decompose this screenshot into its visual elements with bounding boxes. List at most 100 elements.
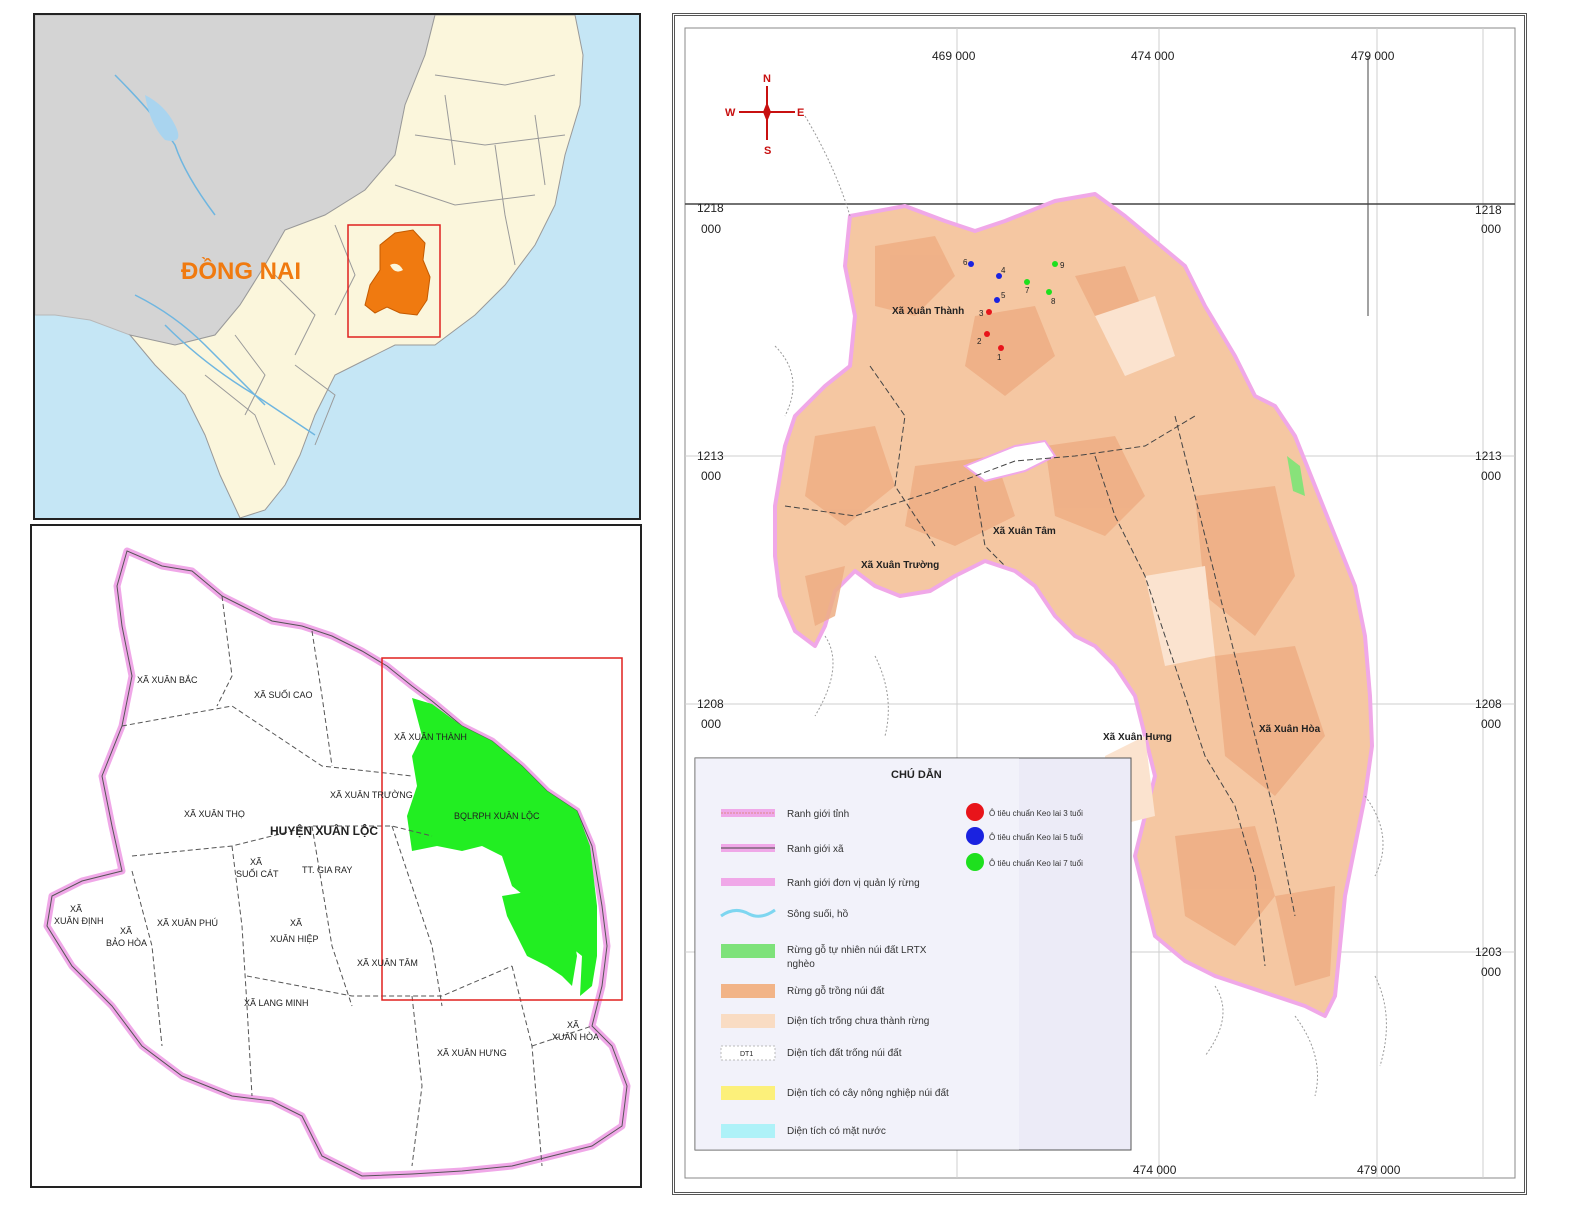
- legend-title: CHÚ DẪN: [891, 768, 942, 781]
- plot-number: 5: [1001, 291, 1006, 300]
- legend-item: Ranh giới đơn vị quản lý rừng: [787, 878, 920, 889]
- compass-e: E: [797, 107, 804, 119]
- commune-label: XUÂN HÒA: [552, 1032, 599, 1042]
- commune-label: TT. GIA RAY: [302, 865, 352, 875]
- swatch-bare-land: [720, 1045, 776, 1061]
- district-label: HUYỆN XUÂN LỘC: [270, 823, 378, 838]
- plot-marker-green: [1024, 279, 1030, 285]
- compass-w: W: [725, 107, 736, 119]
- plot-number: 8: [1051, 297, 1056, 306]
- dong-nai-province: [364, 229, 431, 316]
- swatch-river: [720, 908, 776, 918]
- plot-number: 3: [979, 309, 984, 318]
- grid-y-label: 1203: [1475, 945, 1502, 959]
- grid-x-label: 479 000: [1351, 49, 1395, 63]
- grid-y-label: 000: [1481, 469, 1501, 483]
- grid-y-label: 000: [1481, 222, 1501, 236]
- swatch-agriculture: [721, 1086, 775, 1100]
- sample-plots: 6 4 5 2 3 1 7 8 9: [963, 258, 1065, 362]
- lake: [145, 95, 179, 141]
- study-region: [773, 192, 1374, 1018]
- swatch-planted-forest: [721, 984, 775, 998]
- province-boundaries: [204, 74, 566, 466]
- commune-labels: XÃ XUÂN BẮC XÃ SUỐI CAO XÃ XUÂN THÀNH XÃ…: [54, 675, 599, 1058]
- commune-label: XÃ XUÂN TRƯỜNG: [330, 790, 413, 800]
- commune-label: XÃ: [567, 1020, 579, 1030]
- grid-y-label: 1213: [1475, 449, 1502, 463]
- plot-marker-blue: [968, 261, 974, 267]
- commune-label: XUÂN HIỆP: [270, 934, 319, 944]
- grid-y-label: 1208: [1475, 697, 1502, 711]
- commune-label: XÃ XUÂN TÂM: [357, 958, 418, 968]
- rivers: [114, 74, 316, 436]
- plot-number: 9: [1060, 261, 1065, 270]
- locator-map: ĐỒNG NAI: [35, 15, 584, 518]
- swatch-natural-forest: [721, 944, 775, 958]
- commune-label: XÃ XUÂN HƯNG: [437, 1048, 507, 1058]
- legend-left-items: Ranh giới tỉnh Ranh giới xã Ranh giới đơ…: [787, 808, 949, 1137]
- plot-marker-red: [984, 331, 990, 337]
- legend-plot-label: Ô tiêu chuẩn Keo lai 5 tuổi: [989, 833, 1083, 842]
- vietnam-south-land: [128, 15, 584, 518]
- commune-label: XÃ: [70, 904, 82, 914]
- legend-item: Diện tích có cây nông nghiệp núi đất: [787, 1087, 949, 1099]
- legend-dot-green: [966, 853, 984, 871]
- grid-y-label: 1218: [697, 201, 724, 215]
- grid-y-label: 1208: [697, 697, 724, 711]
- grid-x-label: 469 000: [932, 49, 976, 63]
- commune-label: XÃ XUÂN THỌ: [184, 809, 245, 819]
- commune-boundaries: [121, 595, 593, 1167]
- commune-label: Xã Xuân Tâm: [993, 526, 1056, 537]
- plot-marker-blue: [996, 273, 1002, 279]
- natural-forest-patch: [1287, 456, 1305, 496]
- grid-labels: 469 000 474 000 479 000 474 000 479 000 …: [697, 49, 1502, 1177]
- grid-y-label: 000: [1481, 717, 1501, 731]
- legend-item: Rừng gỗ trồng núi đất: [787, 984, 885, 997]
- plot-marker-red: [998, 345, 1004, 351]
- legend-item: Diện tích trống chưa thành rừng: [787, 1015, 929, 1027]
- study-area-box: [381, 657, 623, 1001]
- commune-label: XÃ: [250, 857, 262, 867]
- grid-y-label: 000: [701, 469, 721, 483]
- legend-dot-red: [966, 803, 984, 821]
- legend-item: Rừng gỗ tự nhiên núi đất LRTX: [787, 943, 927, 956]
- legend-dot-blue: [966, 827, 984, 845]
- legend: CHÚ DẪN DT1 Ranh giới tỉnh Ranh giới x: [694, 757, 1132, 1151]
- grid-x-label: 479 000: [1357, 1163, 1401, 1177]
- commune-label: XÃ: [290, 918, 302, 928]
- commune-label: Xã Xuân Thành: [892, 306, 964, 317]
- commune-label: XUÂN ĐỊNH: [54, 916, 104, 926]
- grid-x-label: 474 000: [1131, 49, 1175, 63]
- legend-plot-label: Ô tiêu chuẩn Keo lai 7 tuổi: [989, 859, 1083, 868]
- swatch-management-boundary: [721, 878, 775, 886]
- commune-label: XÃ XUÂN BẮC: [137, 675, 198, 685]
- grid-y-label: 1218: [1475, 203, 1502, 217]
- grid-y-label: 000: [701, 222, 721, 236]
- plot-number: 4: [1001, 266, 1006, 275]
- legend-item: nghèo: [787, 959, 815, 970]
- plot-number: 7: [1025, 286, 1030, 295]
- plot-marker-red: [986, 309, 992, 315]
- swatch-unforested: [721, 1014, 775, 1028]
- dong-nai-label: ĐỒNG NAI: [181, 257, 301, 285]
- district-map: XÃ XUÂN BẮC XÃ SUỐI CAO XÃ XUÂN THÀNH XÃ…: [43, 547, 631, 1180]
- study-map-panel: 469 000 474 000 479 000 474 000 479 000 …: [672, 13, 1527, 1195]
- legend-item: Ranh giới xã: [787, 844, 844, 855]
- commune-label: Xã Xuân Trường: [861, 560, 939, 571]
- grid-y-label: 000: [701, 717, 721, 731]
- commune-label: XÃ LANG MINH: [244, 998, 309, 1008]
- study-map: 469 000 474 000 479 000 474 000 479 000 …: [684, 27, 1516, 1179]
- grid-y-label: 1213: [697, 449, 724, 463]
- plantation-patches: [805, 236, 1335, 986]
- plot-marker-green: [1052, 261, 1058, 267]
- commune-label: BQLRPH XUÂN LỘC: [454, 811, 540, 821]
- compass-s: S: [764, 145, 771, 157]
- roads: [774, 115, 1387, 1097]
- plot-marker-green: [1046, 289, 1052, 295]
- swatch-water: [721, 1124, 775, 1138]
- legend-plot-items: Ô tiêu chuẩn Keo lai 3 tuổi Ô tiêu chuẩn…: [966, 803, 1083, 871]
- right-commune-labels: Xã Xuân Thành Xã Xuân Tâm Xã Xuân Trường…: [861, 306, 1321, 743]
- plot-number: 1: [997, 353, 1002, 362]
- grid-x-label: 474 000: [1133, 1163, 1177, 1177]
- commune-label: XÃ XUÂN PHÚ: [157, 918, 218, 928]
